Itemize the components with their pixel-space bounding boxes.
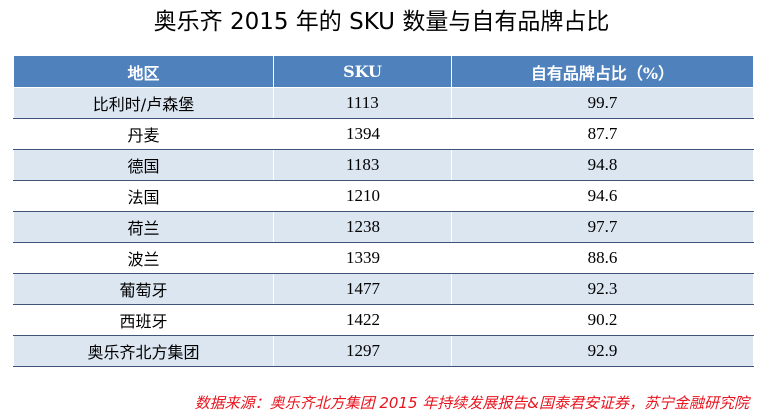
table-row: 丹麦 1394 87.7 <box>13 118 754 150</box>
sku-cell: 1238 <box>273 211 452 243</box>
ratio-cell: 94.8 <box>451 149 754 181</box>
sku-cell: 1422 <box>273 304 452 336</box>
table-row: 波兰 1339 88.6 <box>13 242 754 274</box>
region-cell: 波兰 <box>13 242 274 274</box>
source-note: 数据来源：奥乐齐北方集团 2015 年持续发展报告&国泰君安证券，苏宁金融研究院 <box>194 394 749 412</box>
table-row: 法国 1210 94.6 <box>13 180 754 212</box>
sku-cell: 1113 <box>273 87 452 119</box>
region-cell: 德国 <box>13 149 274 181</box>
table-row: 西班牙 1422 90.2 <box>13 304 754 336</box>
region-cell: 丹麦 <box>13 118 274 150</box>
ratio-cell: 92.9 <box>451 335 754 367</box>
ratio-cell: 88.6 <box>451 242 754 274</box>
header-ratio: 自有品牌占比（%） <box>451 55 754 88</box>
sku-cell: 1297 <box>273 335 452 367</box>
region-cell: 葡萄牙 <box>13 273 274 305</box>
region-cell: 法国 <box>13 180 274 212</box>
region-cell: 荷兰 <box>13 211 274 243</box>
region-cell: 比利时/卢森堡 <box>13 87 274 119</box>
table-row: 德国 1183 94.8 <box>13 149 754 181</box>
sku-cell: 1477 <box>273 273 452 305</box>
table-body: 比利时/卢森堡 1113 99.7 丹麦 1394 87.7 德国 1183 9… <box>13 87 754 367</box>
header-region: 地区 <box>13 55 274 88</box>
ratio-cell: 94.6 <box>451 180 754 212</box>
ratio-cell: 92.3 <box>451 273 754 305</box>
ratio-cell: 90.2 <box>451 304 754 336</box>
table-header-row: 地区 SKU 自有品牌占比（%） <box>13 55 754 88</box>
table-row: 比利时/卢森堡 1113 99.7 <box>13 87 754 119</box>
region-cell: 西班牙 <box>13 304 274 336</box>
sku-table: 地区 SKU 自有品牌占比（%） 比利时/卢森堡 1113 99.7 丹麦 13… <box>13 55 754 367</box>
ratio-cell: 87.7 <box>451 118 754 150</box>
table-row: 荷兰 1238 97.7 <box>13 211 754 243</box>
sku-cell: 1339 <box>273 242 452 274</box>
chart-title: 奥乐齐 2015 年的 SKU 数量与自有品牌占比 <box>153 9 610 35</box>
header-sku: SKU <box>273 55 452 88</box>
sku-cell: 1183 <box>273 149 452 181</box>
ratio-cell: 99.7 <box>451 87 754 119</box>
table-row: 奥乐齐北方集团 1297 92.9 <box>13 335 754 367</box>
sku-cell: 1210 <box>273 180 452 212</box>
table-row: 葡萄牙 1477 92.3 <box>13 273 754 305</box>
ratio-cell: 97.7 <box>451 211 754 243</box>
sku-cell: 1394 <box>273 118 452 150</box>
region-cell: 奥乐齐北方集团 <box>13 335 274 367</box>
